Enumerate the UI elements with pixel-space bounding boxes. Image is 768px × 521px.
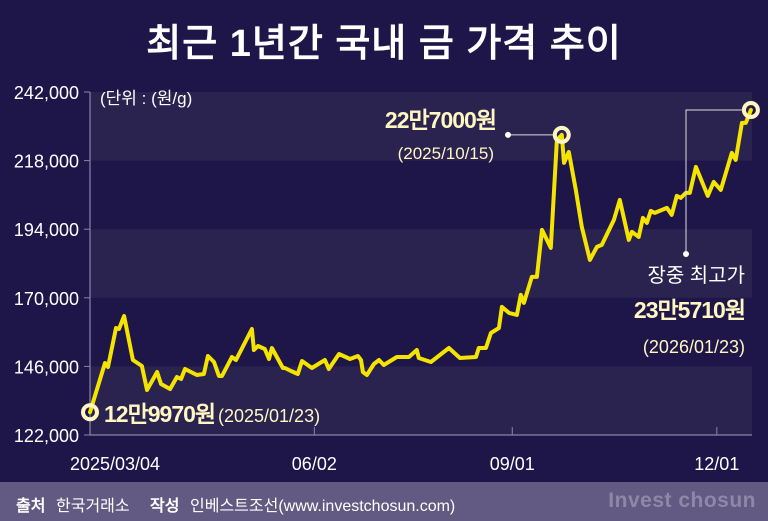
high-leader-line <box>685 109 743 254</box>
grid-band <box>90 92 752 161</box>
peak-marker <box>552 125 571 144</box>
start-value-label: 12만9970원 <box>104 401 215 427</box>
high-value-label: 23만5710원 <box>634 297 745 323</box>
grid-band <box>90 366 752 435</box>
unit-label: (단위 : (원/g) <box>100 89 192 108</box>
high-date-label: (2026/01/23) <box>643 337 745 357</box>
start-date-label: (2025/01/23) <box>218 406 320 426</box>
y-tick-label: 170,000 <box>14 289 79 309</box>
footer: 출처 한국거래소 작성 인베스트조선(www.investchosun.com)… <box>0 482 768 521</box>
x-tick-label: 2025/03/04 <box>70 454 160 474</box>
y-tick-label: 146,000 <box>14 357 79 377</box>
peak-value-label: 22만7000원 <box>385 107 496 133</box>
y-tick-label: 194,000 <box>14 220 79 240</box>
y-tick-label: 218,000 <box>14 152 79 172</box>
source-label: 출처 <box>16 498 46 515</box>
high-leader-dot <box>683 251 689 257</box>
peak-leader-dot <box>505 131 511 138</box>
x-tick-label: 09/01 <box>490 454 535 474</box>
start-marker <box>81 403 99 422</box>
author-label: 작성 <box>150 498 180 515</box>
price-line <box>88 108 753 415</box>
y-tick-label: 242,000 <box>14 83 79 103</box>
x-tick-label: 12/01 <box>694 454 739 474</box>
high-caption: 장중 최고가 <box>647 264 745 287</box>
y-tick-label: 122,000 <box>14 426 79 446</box>
x-tick-label: 06/02 <box>292 454 337 474</box>
source-value: 한국거래소 <box>56 498 130 515</box>
brand-logo: Invest chosun <box>608 489 756 512</box>
peak-date-label: (2025/10/15) <box>398 144 494 163</box>
grid-band <box>90 229 752 298</box>
high-marker <box>741 100 760 119</box>
author-value: 인베스트조선(www.investchosun.com) <box>190 498 456 515</box>
line-chart: 122,000 146,000 170,000 194,000 218,000 242,0… <box>14 83 760 474</box>
chart-title: 최근 1년간 국내 금 가격 추이 <box>146 23 622 65</box>
